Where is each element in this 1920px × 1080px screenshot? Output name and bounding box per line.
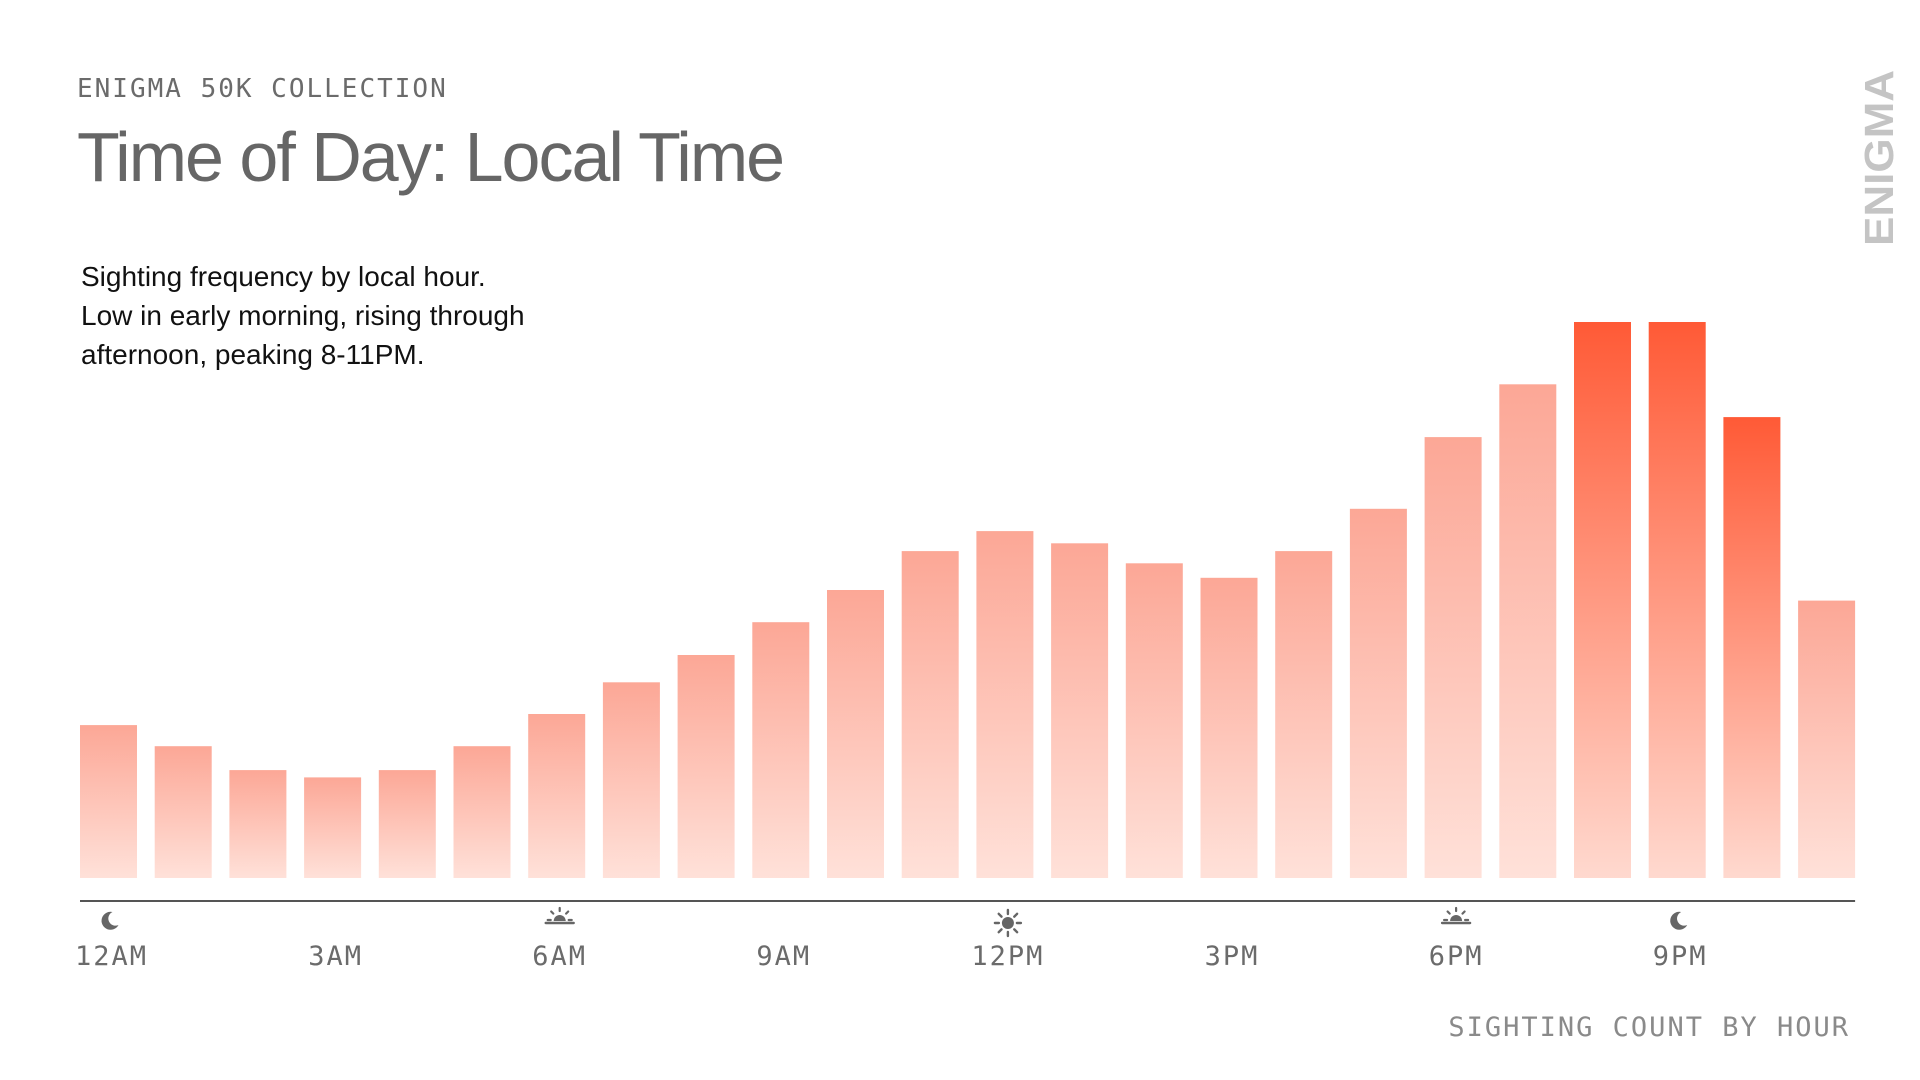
bar-hour-3 [304,777,362,878]
bar-hour-23 [1798,600,1856,878]
x-tick: 9PM [1653,911,1708,972]
bar-hour-9 [752,622,810,878]
brand-logo-text: ENIGMA [1860,70,1900,246]
bar-hour-20 [1574,322,1631,878]
bar-hour-18 [1424,437,1482,878]
bar-hour-12 [976,531,1034,878]
bar-hour-19 [1499,384,1557,878]
bar-hour-8 [677,655,735,878]
x-tick: 6AM [532,906,587,972]
sunrise-icon [544,906,575,925]
x-tick-label: 3PM [1205,941,1260,972]
bar-hour-13 [1051,543,1109,878]
bar-hour-11 [901,551,959,878]
x-tick-label: 12PM [971,941,1044,972]
bar-hour-2 [229,770,287,878]
bar-hour-22 [1723,417,1781,878]
bar-hour-5 [453,746,511,878]
description-line: afternoon, peaking 8-11PM. [81,339,425,370]
x-tick: 6PM [1429,906,1484,972]
x-tick: 12PM [971,908,1044,972]
sun-icon [993,908,1023,938]
bar-hour-0 [80,725,137,878]
x-tick-label: 9AM [756,941,811,972]
brand-logo: ENIGMA [1860,70,1900,246]
x-tick-label: 9PM [1653,941,1708,972]
bar-hour-4 [378,770,436,878]
bar-hour-17 [1349,508,1407,878]
bar-hour-10 [827,590,884,878]
x-tick: 12AM [75,911,148,972]
chart-description: Sighting frequency by local hour. Low in… [81,257,601,374]
eyebrow-label: ENIGMA 50K COLLECTION [77,74,448,104]
x-tick-label: 3AM [308,941,363,972]
bar-hour-7 [602,682,660,878]
x-tick: 9AM [756,941,811,972]
page-title: Time of Day: Local Time [77,118,785,196]
bar-hour-14 [1125,563,1183,878]
x-tick: 3PM [1205,941,1260,972]
x-tick-label: 6PM [1429,941,1484,972]
sunset-icon [1440,906,1472,925]
bar-hour-16 [1275,551,1333,878]
x-tick: 3AM [308,941,363,972]
chart-footnote: SIGHTING COUNT BY HOUR [1448,1012,1850,1043]
bar-hour-21 [1648,322,1706,878]
x-tick-label: 12AM [75,941,148,972]
bar-hour-1 [154,746,212,878]
description-line: Low in early morning, rising through [81,300,525,331]
moon-icon [1670,911,1688,930]
bar-hour-15 [1200,577,1258,878]
bars-layer [80,322,1856,878]
moon-icon [101,911,119,930]
x-axis-ticks: 12AM 3AM 6AM 9AM 12PM 3PM 6PM 9PM [75,906,1708,972]
bar-hour-6 [528,714,586,878]
description-line: Sighting frequency by local hour. [81,261,486,292]
x-tick-label: 6AM [532,941,587,972]
